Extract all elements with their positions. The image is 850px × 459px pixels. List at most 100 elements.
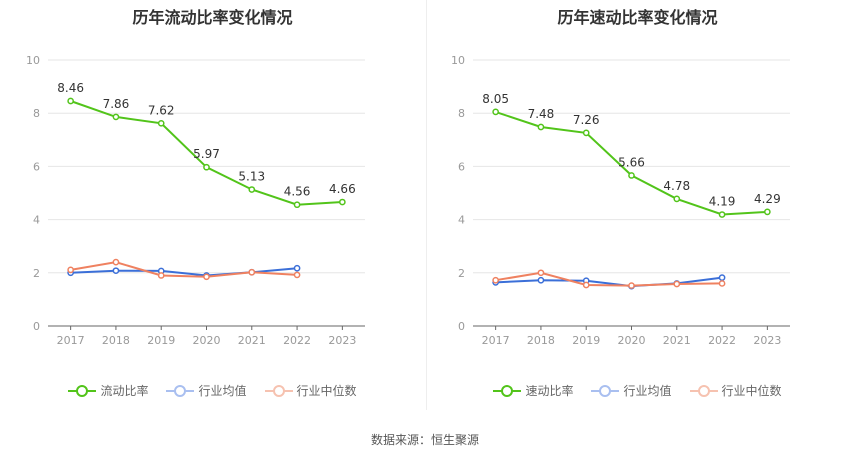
- x-tick-label: 2019: [147, 334, 175, 347]
- current-ratio-legend: 流动比率 行业均值 行业中位数: [0, 382, 425, 399]
- data-point: [293, 271, 301, 279]
- data-point: [112, 267, 120, 275]
- legend-label: 行业中位数: [721, 384, 782, 398]
- data-point: [67, 266, 74, 274]
- data-point: [492, 108, 499, 116]
- data-point: [718, 274, 726, 281]
- legend-marker-green: [68, 384, 97, 398]
- series-line-1: [495, 276, 723, 288]
- data-point: [339, 198, 346, 206]
- data-point: [67, 97, 74, 105]
- legend-item-industry-median[interactable]: 行业中位数: [689, 382, 782, 399]
- data-point: [203, 163, 210, 171]
- data-point: [492, 276, 499, 284]
- data-point: [764, 208, 771, 216]
- legend-label: 流动比率: [100, 384, 149, 398]
- data-point: [248, 186, 256, 193]
- data-point: [718, 280, 726, 287]
- legend-item-industry-mean[interactable]: 行业均值: [591, 382, 672, 399]
- data-point: [628, 282, 635, 289]
- x-tick-label: 2021: [238, 334, 266, 347]
- legend-item-industry-median[interactable]: 行业中位数: [264, 382, 357, 399]
- data-point: [673, 280, 681, 288]
- quick-ratio-legend: 速动比率 行业均值 行业中位数: [425, 382, 850, 399]
- legend-label: 行业均值: [623, 384, 672, 398]
- data-label: 4.78: [663, 179, 690, 193]
- legend-item-current-ratio[interactable]: 流动比率: [68, 382, 148, 399]
- y-tick-label: 0: [33, 320, 40, 333]
- data-label: 4.56: [284, 185, 311, 199]
- y-tick-label: 4: [33, 214, 40, 227]
- legend-label: 行业均值: [198, 384, 247, 398]
- legend-marker-orange: [689, 384, 718, 398]
- y-tick-label: 10: [451, 54, 465, 67]
- x-tick-label: 2022: [283, 334, 311, 347]
- quick-ratio-chart-panel: 历年速动比率变化情况 0 2 4 6 8 10 2017 2018 2019 2020 2021 20…: [425, 0, 850, 420]
- x-tick-label: 2021: [663, 334, 691, 347]
- y-tick-label: 0: [458, 320, 465, 333]
- x-tick-label: 2017: [482, 334, 510, 347]
- x-tick-label: 2018: [527, 334, 555, 347]
- y-tick-label: 2: [33, 267, 40, 280]
- legend-marker-blue: [591, 384, 620, 398]
- data-label: 5.66: [618, 155, 645, 169]
- series-line-1: [70, 267, 298, 277]
- legend-item-industry-mean[interactable]: 行业均值: [166, 382, 247, 399]
- legend-item-quick-ratio[interactable]: 速动比率: [493, 382, 573, 399]
- data-point: [293, 201, 301, 209]
- data-label: 5.97: [193, 147, 220, 161]
- current-ratio-chart-panel: 历年流动比率变化情况 0 2 4 6 8 10 2017 2018 2019 2020 2021 20…: [0, 0, 425, 420]
- x-tick-label: 2019: [572, 334, 600, 347]
- data-point: [112, 113, 120, 121]
- data-source-note: 数据来源：恒生聚源: [370, 433, 479, 447]
- x-tick-label: 2020: [193, 334, 221, 347]
- x-tick-label: 2017: [57, 334, 85, 347]
- legend-marker-orange: [264, 384, 293, 398]
- legend-label: 行业中位数: [296, 384, 357, 398]
- y-tick-label: 8: [458, 107, 465, 120]
- y-tick-label: 6: [458, 160, 465, 173]
- data-point: [157, 119, 165, 127]
- x-tick-label: 2023: [328, 334, 356, 347]
- data-label: 7.48: [528, 107, 555, 121]
- legend-label: 速动比率: [525, 384, 574, 398]
- y-tick-label: 10: [26, 54, 40, 67]
- data-point: [582, 129, 590, 137]
- data-label: 7.26: [573, 113, 600, 127]
- data-point: [157, 272, 165, 279]
- data-label: 8.46: [57, 81, 84, 95]
- data-point: [537, 276, 545, 284]
- y-tick-label: 6: [33, 160, 40, 173]
- data-point: [293, 264, 301, 272]
- data-point: [537, 123, 545, 131]
- current-ratio-chart-title: 历年流动比率变化情况: [132, 8, 293, 27]
- data-point: [248, 268, 256, 276]
- data-label: 7.86: [103, 97, 130, 111]
- data-label: 8.05: [482, 92, 509, 106]
- y-tick-label: 2: [458, 267, 465, 280]
- y-tick-label: 4: [458, 214, 465, 227]
- x-tick-label: 2018: [102, 334, 130, 347]
- x-tick-label: 2020: [618, 334, 646, 347]
- data-point: [673, 195, 681, 203]
- data-point: [203, 273, 210, 281]
- legend-marker-blue: [166, 384, 195, 398]
- series-line-2: [70, 261, 298, 278]
- data-point: [628, 172, 635, 179]
- current-ratio-chart: 0 2 4 6 8 10 2017 2018 2019 2020 2021 2022 2023 8.46 7…: [26, 54, 365, 347]
- data-label: 5.13: [238, 170, 265, 184]
- legend-marker-green: [493, 384, 522, 398]
- data-point: [718, 211, 726, 218]
- data-point: [582, 281, 590, 289]
- data-point: [537, 269, 545, 277]
- x-tick-label: 2023: [753, 334, 781, 347]
- data-label: 7.62: [148, 103, 175, 117]
- quick-ratio-chart: 0 2 4 6 8 10 2017 2018 2019 2020 2021 2022 2023 8.05 7…: [451, 54, 790, 347]
- quick-ratio-chart-title: 历年速动比率变化情况: [557, 8, 718, 27]
- series-line-2: [495, 271, 723, 287]
- data-label: 4.19: [709, 195, 736, 209]
- data-label: 4.29: [754, 192, 781, 206]
- x-tick-label: 2022: [708, 334, 736, 347]
- panel-divider: [426, 0, 427, 410]
